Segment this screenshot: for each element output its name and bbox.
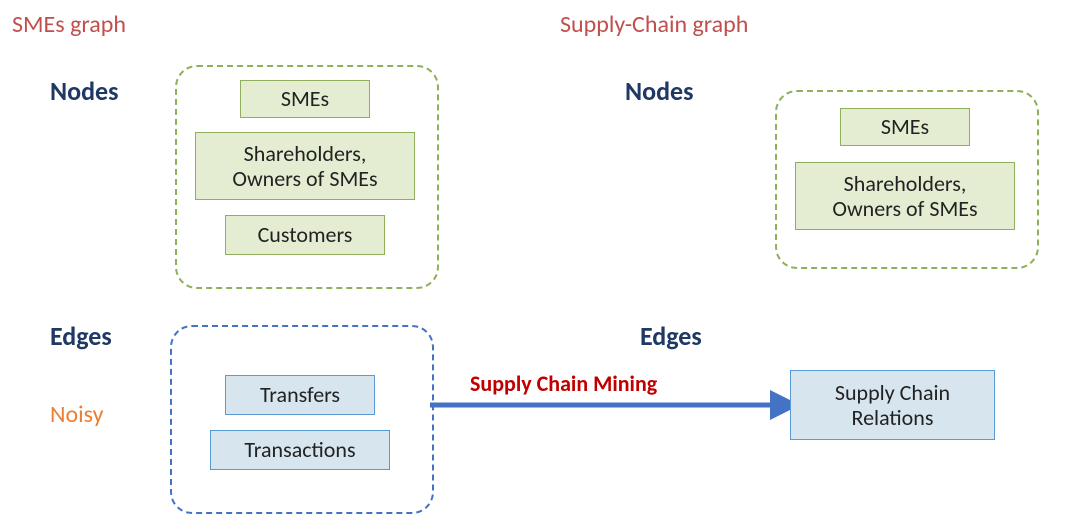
diagram-item: SMEs — [840, 108, 970, 146]
diagram-item: Customers — [225, 215, 385, 255]
diagram-item: Shareholders, Owners of SMEs — [195, 132, 415, 200]
diagram-item: Shareholders, Owners of SMEs — [795, 162, 1015, 230]
arrow-supply-chain-mining — [0, 0, 1072, 531]
diagram-item: SMEs — [240, 80, 370, 118]
label-supply-chain-mining: Supply Chain Mining — [470, 370, 657, 397]
diagram-item: Supply Chain Relations — [790, 370, 995, 440]
diagram-item: Transactions — [210, 430, 390, 470]
diagram-item: Transfers — [225, 375, 375, 415]
